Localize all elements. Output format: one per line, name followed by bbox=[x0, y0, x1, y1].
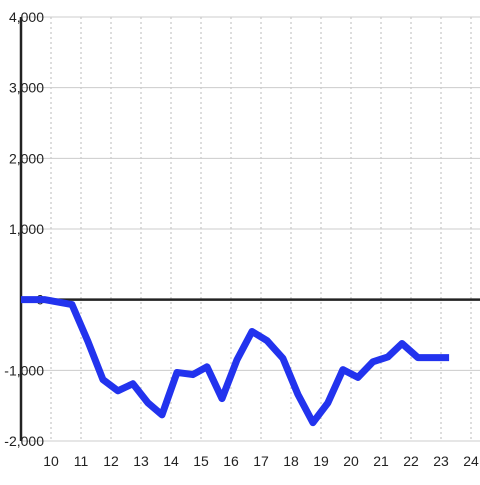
x-tick-label: 18 bbox=[283, 453, 299, 469]
x-tick-label: 20 bbox=[343, 453, 359, 469]
x-tick-label: 19 bbox=[313, 453, 329, 469]
y-tick-label: 2,000 bbox=[9, 150, 44, 166]
x-tick-label: 11 bbox=[74, 453, 89, 469]
x-tick-label: 23 bbox=[433, 453, 449, 469]
x-tick-label: 24 bbox=[463, 453, 479, 469]
y-tick-label: 1,000 bbox=[9, 221, 44, 237]
y-tick-label: 4,000 bbox=[9, 9, 44, 25]
line bbox=[21, 296, 450, 427]
x-tick-label: 16 bbox=[223, 453, 239, 469]
x-tick-label: 22 bbox=[403, 453, 419, 469]
y-tick-label: 3,000 bbox=[9, 80, 44, 96]
x-tick-label: 13 bbox=[133, 453, 149, 469]
y-tick-label: -1,000 bbox=[4, 362, 44, 378]
y-tick-label: -2,000 bbox=[4, 433, 44, 449]
x-tick-label: 15 bbox=[193, 453, 209, 469]
x-tick-label: 14 bbox=[163, 453, 179, 469]
x-tick-label: 10 bbox=[43, 453, 59, 469]
x-tick-label: 17 bbox=[253, 453, 269, 469]
x-tick-label: 21 bbox=[373, 453, 389, 469]
x-tick-label: 12 bbox=[103, 453, 119, 469]
